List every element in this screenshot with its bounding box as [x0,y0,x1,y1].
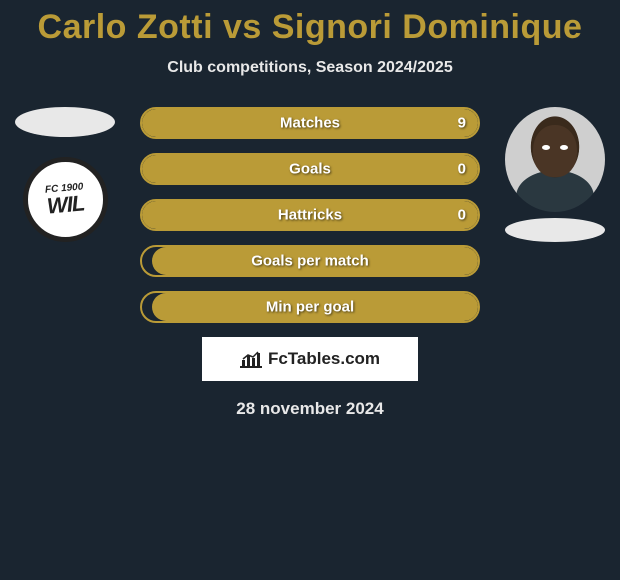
stat-label: Goals per match [142,253,478,270]
club-badge-big: WIL [45,192,85,217]
stat-label: Hattricks [142,207,478,224]
left-player-placeholder [15,107,115,137]
right-player-photo [505,107,605,212]
right-club-placeholder [505,218,605,242]
player-face-icon [533,125,577,177]
stat-row-matches: Matches 9 [140,107,480,139]
chart-icon [240,350,262,368]
page-title: Carlo Zotti vs Signori Dominique [0,0,620,47]
stat-label: Goals [142,161,478,178]
stat-row-hattricks: Hattricks 0 [140,199,480,231]
stat-label: Min per goal [142,299,478,316]
stat-value: 0 [458,161,466,178]
left-player-column: FC 1900 WIL [10,107,120,242]
left-club-badge: FC 1900 WIL [23,157,108,242]
branding-badge: FcTables.com [202,337,418,381]
stat-value: 0 [458,207,466,224]
branding-text: FcTables.com [268,349,380,369]
stat-value: 9 [458,115,466,132]
club-badge-text: FC 1900 WIL [44,182,85,217]
stat-row-goals: Goals 0 [140,153,480,185]
comparison-content: FC 1900 WIL Matches 9 Goals 0 Hattricks … [0,107,620,419]
right-player-column [500,107,610,242]
stat-label: Matches [142,115,478,132]
stats-list: Matches 9 Goals 0 Hattricks 0 Goals per … [140,107,480,323]
stat-row-min-per-goal: Min per goal [140,291,480,323]
stat-row-goals-per-match: Goals per match [140,245,480,277]
season-subtitle: Club competitions, Season 2024/2025 [0,59,620,77]
snapshot-date: 28 november 2024 [0,399,620,419]
